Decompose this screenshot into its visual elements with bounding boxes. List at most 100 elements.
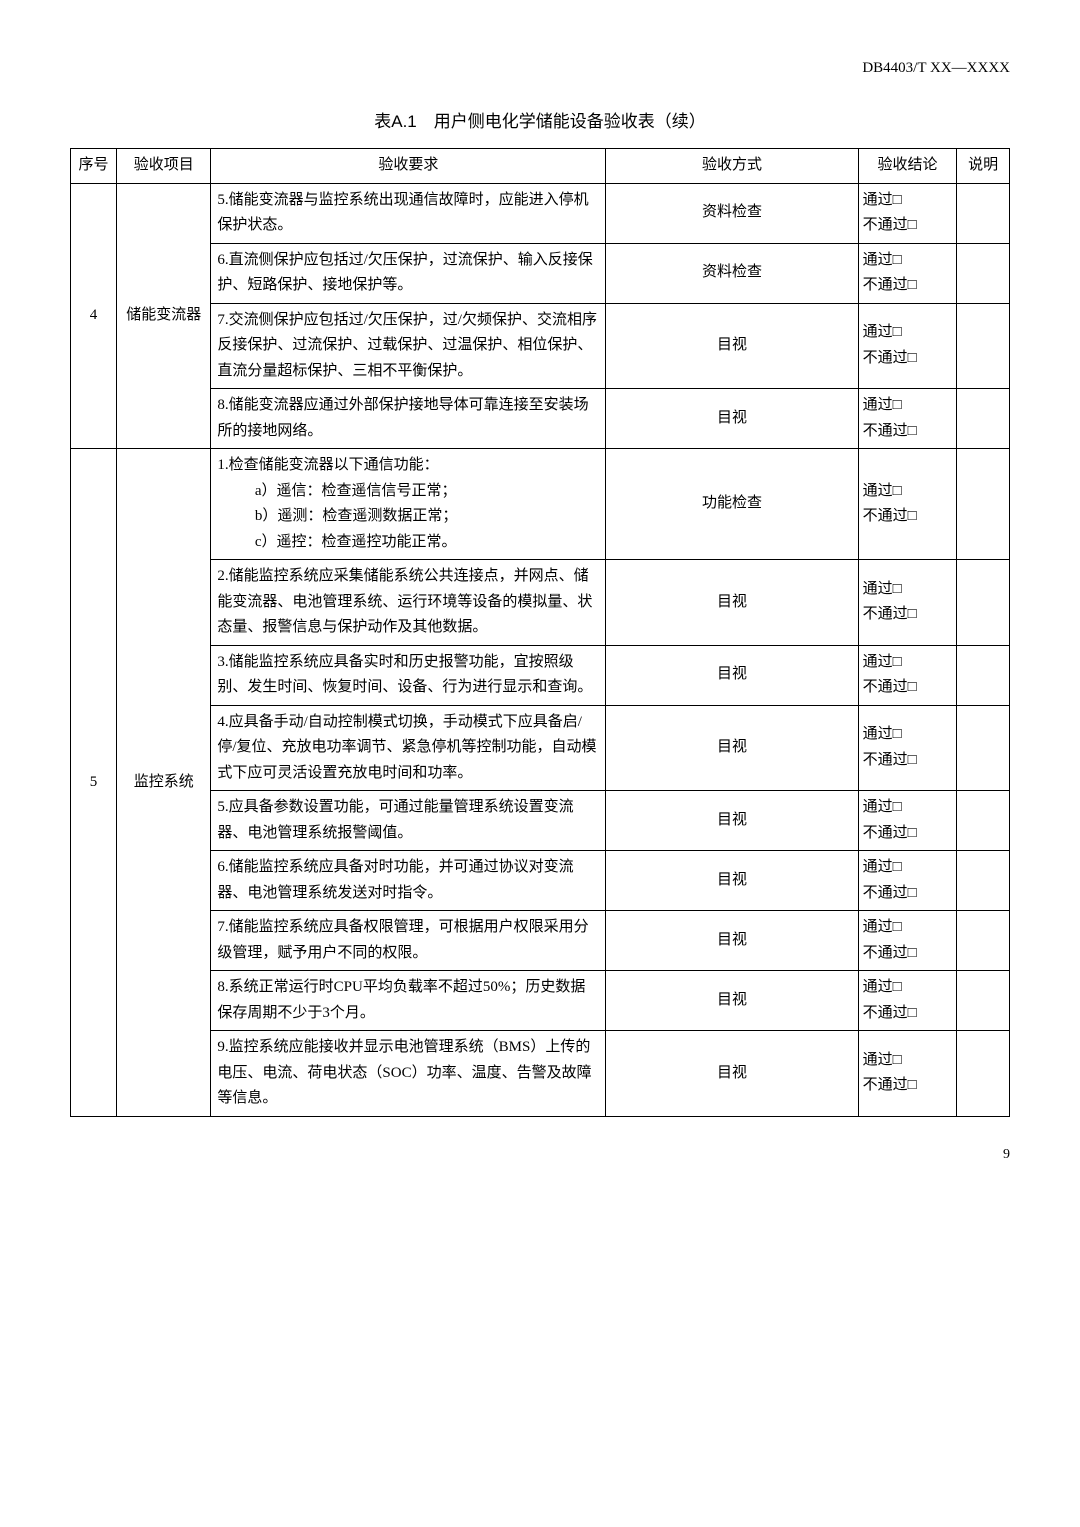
cell-note [957,911,1010,971]
table-row: 7.交流侧保护应包括过/欠压保护，过/欠频保护、交流相序反接保护、过流保护、过载… [71,303,1010,389]
table-row: 8.储能变流器应通过外部保护接地导体可靠连接至安装场所的接地网络。 目视 通过□… [71,389,1010,449]
th-seq: 序号 [71,149,117,184]
cell-req: 6.储能监控系统应具备对时功能，并可通过协议对变流器、电池管理系统发送对时指令。 [211,851,606,911]
cell-note [957,645,1010,705]
cell-seq: 4 [71,183,117,449]
cell-note [957,303,1010,389]
table-row: 9.监控系统应能接收并显示电池管理系统（BMS）上传的电压、电流、荷电状态（SO… [71,1031,1010,1117]
cell-req: 7.储能监控系统应具备权限管理，可根据用户权限采用分级管理，赋予用户不同的权限。 [211,911,606,971]
result-pass: 通过□ [863,654,902,670]
result-fail: 不通过□ [863,679,917,695]
result-pass: 通过□ [863,252,902,268]
req-sub: a）遥信：检查遥信信号正常； [217,479,599,505]
doc-code: DB4403/T XX—XXXX [70,60,1010,77]
table-row: 6.储能监控系统应具备对时功能，并可通过协议对变流器、电池管理系统发送对时指令。… [71,851,1010,911]
table-row: 8.系统正常运行时CPU平均负载率不超过50%；历史数据保存周期不少于3个月。 … [71,971,1010,1031]
req-main: 1.检查储能变流器以下通信功能： [217,457,438,473]
cell-result: 通过□ 不通过□ [858,971,957,1031]
cell-item: 监控系统 [117,449,211,1117]
cell-method: 目视 [606,791,858,851]
cell-result: 通过□ 不通过□ [858,791,957,851]
cell-note [957,791,1010,851]
th-result: 验收结论 [858,149,957,184]
th-item: 验收项目 [117,149,211,184]
cell-req: 8.储能变流器应通过外部保护接地导体可靠连接至安装场所的接地网络。 [211,389,606,449]
table-row: 5.应具备参数设置功能，可通过能量管理系统设置变流器、电池管理系统报警阈值。 目… [71,791,1010,851]
cell-note [957,1031,1010,1117]
cell-method: 目视 [606,851,858,911]
cell-note [957,389,1010,449]
result-fail: 不通过□ [863,752,917,768]
table-row: 3.储能监控系统应具备实时和历史报警功能，宜按照级别、发生时间、恢复时间、设备、… [71,645,1010,705]
table-row: 6.直流侧保护应包括过/欠压保护，过流保护、输入反接保护、短路保护、接地保护等。… [71,243,1010,303]
page-number: 9 [70,1147,1010,1163]
result-pass: 通过□ [863,581,902,597]
cell-result: 通过□ 不通过□ [858,911,957,971]
result-pass: 通过□ [863,397,902,413]
result-fail: 不通过□ [863,423,917,439]
result-fail: 不通过□ [863,885,917,901]
cell-req: 7.交流侧保护应包括过/欠压保护，过/欠频保护、交流相序反接保护、过流保护、过载… [211,303,606,389]
cell-req: 4.应具备手动/自动控制模式切换，手动模式下应具备启/停/复位、充放电功率调节、… [211,705,606,791]
cell-result: 通过□ 不通过□ [858,645,957,705]
table-row: 4.应具备手动/自动控制模式切换，手动模式下应具备启/停/复位、充放电功率调节、… [71,705,1010,791]
result-fail: 不通过□ [863,1077,917,1093]
cell-req: 5.应具备参数设置功能，可通过能量管理系统设置变流器、电池管理系统报警阈值。 [211,791,606,851]
req-sub: b）遥测：检查遥测数据正常； [217,504,599,530]
cell-result: 通过□ 不通过□ [858,243,957,303]
cell-note [957,183,1010,243]
result-pass: 通过□ [863,1052,902,1068]
cell-seq: 5 [71,449,117,1117]
result-pass: 通过□ [863,919,902,935]
cell-note [957,851,1010,911]
result-fail: 不通过□ [863,945,917,961]
cell-result: 通过□ 不通过□ [858,303,957,389]
table-row: 7.储能监控系统应具备权限管理，可根据用户权限采用分级管理，赋予用户不同的权限。… [71,911,1010,971]
cell-result: 通过□ 不通过□ [858,183,957,243]
acceptance-table: 序号 验收项目 验收要求 验收方式 验收结论 说明 4 储能变流器 5.储能变流… [70,148,1010,1117]
result-pass: 通过□ [863,859,902,875]
cell-method: 资料检查 [606,183,858,243]
cell-method: 目视 [606,560,858,646]
result-fail: 不通过□ [863,606,917,622]
cell-req: 9.监控系统应能接收并显示电池管理系统（BMS）上传的电压、电流、荷电状态（SO… [211,1031,606,1117]
cell-result: 通过□ 不通过□ [858,560,957,646]
cell-req: 3.储能监控系统应具备实时和历史报警功能，宜按照级别、发生时间、恢复时间、设备、… [211,645,606,705]
table-row: 2.储能监控系统应采集储能系统公共连接点，并网点、储能变流器、电池管理系统、运行… [71,560,1010,646]
cell-result: 通过□ 不通过□ [858,449,957,560]
result-pass: 通过□ [863,799,902,815]
result-pass: 通过□ [863,483,902,499]
result-fail: 不通过□ [863,277,917,293]
cell-req: 2.储能监控系统应采集储能系统公共连接点，并网点、储能变流器、电池管理系统、运行… [211,560,606,646]
cell-result: 通过□ 不通过□ [858,389,957,449]
cell-method: 目视 [606,303,858,389]
th-note: 说明 [957,149,1010,184]
cell-note [957,560,1010,646]
result-fail: 不通过□ [863,1005,917,1021]
cell-method: 资料检查 [606,243,858,303]
cell-note [957,449,1010,560]
result-pass: 通过□ [863,979,902,995]
cell-method: 目视 [606,1031,858,1117]
cell-req: 8.系统正常运行时CPU平均负载率不超过50%；历史数据保存周期不少于3个月。 [211,971,606,1031]
req-sub: c）遥控：检查遥控功能正常。 [217,530,599,556]
result-fail: 不通过□ [863,217,917,233]
table-title: 表A.1 用户侧电化学储能设备验收表（续） [70,107,1010,132]
cell-method: 目视 [606,705,858,791]
table-header-row: 序号 验收项目 验收要求 验收方式 验收结论 说明 [71,149,1010,184]
result-fail: 不通过□ [863,350,917,366]
cell-item: 储能变流器 [117,183,211,449]
cell-method: 目视 [606,389,858,449]
result-pass: 通过□ [863,192,902,208]
th-req: 验收要求 [211,149,606,184]
cell-note [957,971,1010,1031]
cell-result: 通过□ 不通过□ [858,851,957,911]
table-row: 4 储能变流器 5.储能变流器与监控系统出现通信故障时，应能进入停机保护状态。 … [71,183,1010,243]
result-fail: 不通过□ [863,508,917,524]
cell-req: 6.直流侧保护应包括过/欠压保护，过流保护、输入反接保护、短路保护、接地保护等。 [211,243,606,303]
cell-note [957,243,1010,303]
cell-method: 目视 [606,911,858,971]
cell-result: 通过□ 不通过□ [858,1031,957,1117]
cell-note [957,705,1010,791]
cell-result: 通过□ 不通过□ [858,705,957,791]
